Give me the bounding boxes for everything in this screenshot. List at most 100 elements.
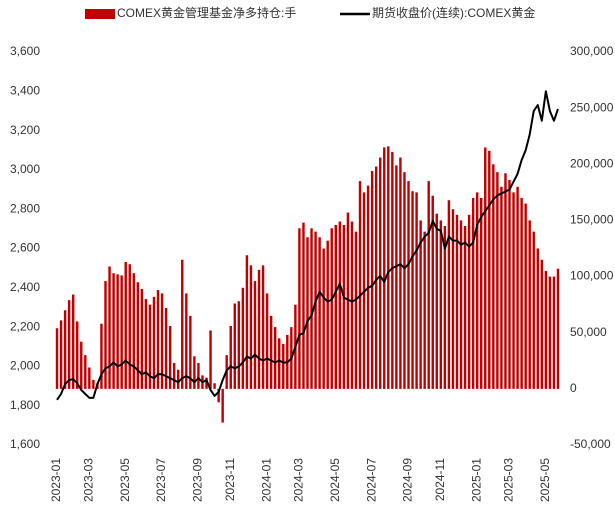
bar — [71, 294, 75, 389]
x-tick-label: 2023-11 — [223, 458, 237, 501]
bar — [233, 303, 236, 389]
bar — [411, 191, 414, 389]
bar — [197, 363, 200, 389]
bar — [213, 383, 216, 389]
bar — [471, 197, 475, 389]
bar — [181, 259, 184, 389]
bar — [302, 222, 305, 389]
bar — [298, 228, 301, 389]
bar — [451, 209, 455, 389]
y-tick-label: 2,400 — [10, 280, 40, 294]
bar — [67, 300, 71, 389]
y2-tick-label: 200,000 — [570, 156, 614, 170]
x-tick-label: 2024-09 — [401, 458, 415, 502]
bar — [63, 310, 67, 389]
bar — [253, 281, 257, 389]
bar — [152, 296, 156, 389]
bar — [265, 293, 269, 389]
bar — [136, 282, 140, 389]
bar — [512, 192, 515, 389]
bar — [455, 214, 459, 389]
bar — [516, 186, 519, 389]
bar — [342, 224, 346, 389]
bar — [229, 325, 232, 389]
bar — [399, 157, 402, 389]
legend-label: 期货收盘价(连续):COMEX黄金 — [372, 5, 535, 20]
y2-tick-label: 300,000 — [570, 44, 614, 58]
bar — [383, 147, 386, 389]
x-tick-label: 2024-03 — [292, 458, 306, 502]
bar — [209, 330, 212, 389]
bar — [217, 388, 220, 403]
bar — [496, 172, 499, 389]
bar — [374, 166, 378, 389]
bar — [548, 276, 552, 389]
bar — [237, 301, 241, 389]
bar — [423, 231, 426, 389]
bar — [55, 328, 59, 389]
y-tick-label: 1,800 — [10, 398, 40, 412]
bar — [59, 320, 63, 389]
bar — [116, 274, 119, 389]
y2-tick-label: 150,000 — [570, 213, 614, 227]
bar — [459, 220, 463, 389]
y-tick-label: 2,200 — [10, 319, 40, 333]
bar — [520, 197, 523, 389]
bar — [391, 151, 394, 389]
bar — [484, 147, 487, 389]
bar — [249, 265, 253, 389]
bar — [108, 266, 111, 389]
bar — [140, 288, 144, 389]
bar — [475, 192, 479, 389]
bar — [488, 150, 491, 389]
x-tick-label: 2023-01 — [49, 458, 63, 502]
bar — [92, 379, 95, 389]
y-tick-label: 3,400 — [10, 83, 40, 97]
bar — [415, 192, 418, 389]
bar — [463, 226, 467, 389]
bar — [221, 388, 224, 423]
bar — [350, 221, 354, 389]
bar — [403, 172, 406, 389]
x-tick-label: 2024-11 — [433, 458, 447, 501]
bar — [245, 255, 249, 389]
x-tick-label: 2023-07 — [154, 458, 168, 502]
bar — [419, 220, 422, 389]
bar — [395, 165, 398, 389]
bar — [431, 195, 434, 389]
bar — [168, 325, 172, 389]
price-line — [56, 90, 559, 401]
bar — [318, 237, 321, 389]
bar — [273, 327, 277, 389]
bar — [552, 276, 556, 389]
bar — [540, 259, 544, 389]
bar — [177, 369, 180, 389]
x-tick-label: 2023-09 — [191, 458, 205, 502]
x-tick-label: 2025-01 — [469, 458, 483, 502]
bar — [338, 221, 342, 389]
bar — [128, 264, 131, 389]
bar — [443, 226, 447, 389]
bar — [528, 220, 531, 389]
bar — [160, 293, 164, 389]
bar — [278, 338, 281, 389]
bar — [435, 213, 438, 389]
bar — [334, 224, 337, 389]
bar — [104, 281, 107, 389]
x-tick-label: 2024-07 — [364, 458, 378, 502]
bar — [314, 231, 317, 389]
bar — [269, 315, 273, 389]
bar — [144, 299, 148, 389]
y2-tick-label: 100,000 — [570, 269, 614, 283]
bar — [387, 146, 390, 389]
x-tick-label: 2025-03 — [502, 458, 516, 502]
bar — [447, 200, 451, 389]
bar — [524, 203, 527, 389]
bar — [379, 157, 382, 389]
bar — [354, 231, 358, 389]
bar — [556, 268, 560, 389]
y-tick-label: 3,600 — [10, 44, 40, 58]
x-tick-label: 2023-03 — [82, 458, 96, 502]
y2-tick-label: 250,000 — [570, 100, 614, 114]
